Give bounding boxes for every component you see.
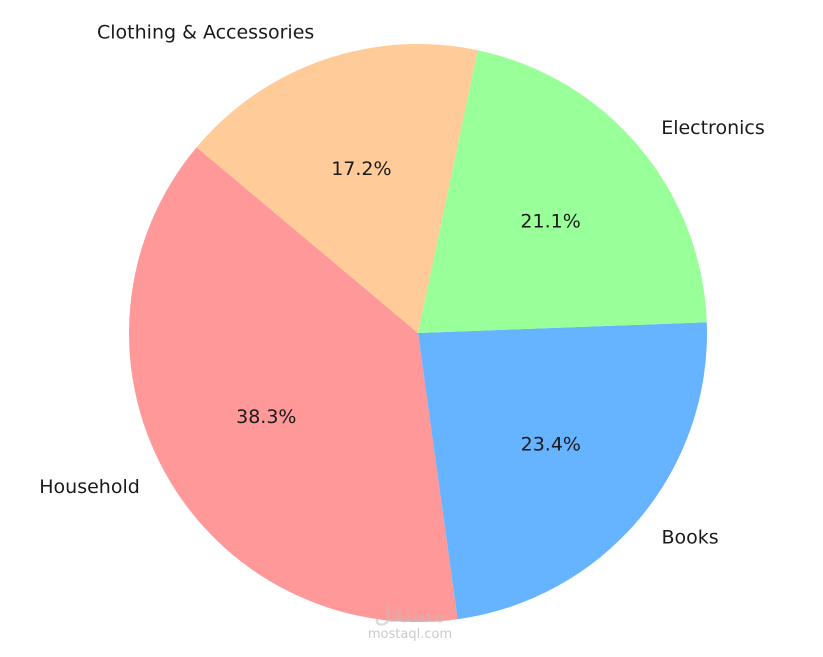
pie-slice-category-label: Books: [662, 526, 719, 548]
pie-slice-clothing-accessories: [196, 43, 478, 333]
pie-slice-pct-label: 38.3%: [236, 406, 296, 428]
pie-slice-books: [418, 322, 707, 620]
watermark-logo-script: مستقل: [374, 600, 446, 628]
slices-layer: [128, 43, 707, 622]
pie-slice-category-label: Clothing & Accessories: [97, 22, 314, 44]
pie-slice-pct-label: 21.1%: [520, 210, 580, 232]
labels-layer: 38.3% Household 23.4% Books 21.1% Electronics…: [39, 22, 765, 549]
watermark: مستقل mostaql.com: [368, 600, 452, 642]
pie-slice-category-label: Household: [39, 476, 140, 498]
pie-slice-pct-label: 17.2%: [331, 158, 391, 180]
pie-slice-household: [128, 147, 458, 622]
watermark-text: mostaql.com: [368, 627, 452, 642]
pie-slice-pct-label: 23.4%: [521, 434, 581, 456]
pie-slice-electronics: [418, 50, 707, 333]
pie-slice-category-label: Electronics: [661, 117, 765, 139]
